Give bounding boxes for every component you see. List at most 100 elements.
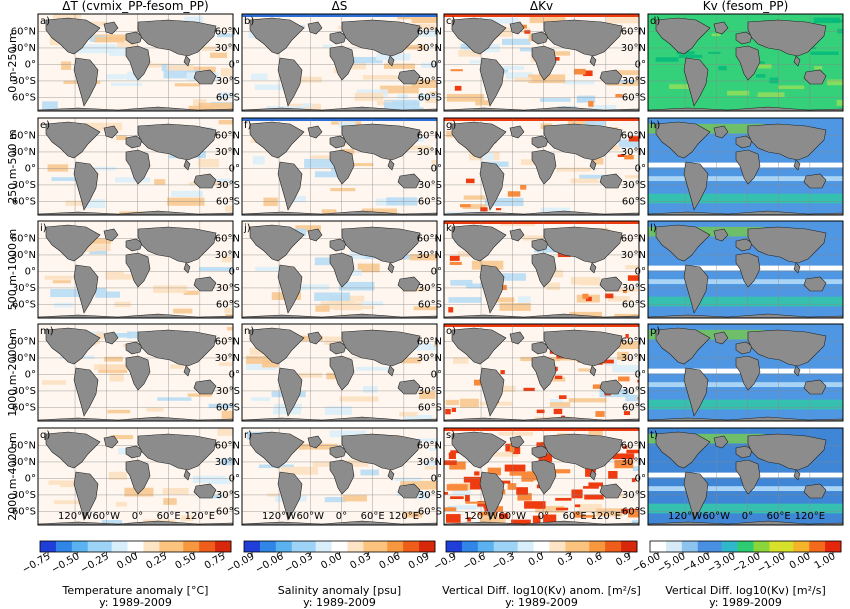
column-title-kv-anomaly: ΔKv [530, 0, 553, 13]
kv-surface-patch [708, 51, 721, 54]
anomaly-patch [157, 397, 192, 401]
anomaly-patch [413, 306, 437, 311]
kv-anomaly-patch [459, 204, 471, 208]
kv-anomaly-patch [554, 366, 558, 371]
anomaly-patch [501, 38, 531, 46]
lat-tick-label: 30°N [621, 147, 646, 158]
anomaly-patch [363, 385, 378, 393]
kv-anomaly-patch [537, 503, 545, 509]
lat-tick-label: 60°N [11, 336, 36, 347]
kv-anomaly-patch [445, 514, 461, 523]
anomaly-patch [329, 430, 367, 438]
anomaly-patch [50, 289, 90, 298]
panel-id: s) [446, 430, 455, 441]
lat-tick-label: 60°S [12, 299, 36, 310]
anomaly-patch [245, 364, 277, 371]
kv-surface-patch [769, 77, 779, 84]
panel-id: o) [446, 326, 456, 337]
colorbar-segment [557, 541, 566, 552]
lat-tick-label: 30°N [215, 353, 240, 364]
lat-tick-label: 60°S [622, 402, 646, 413]
anomaly-patch [94, 36, 125, 43]
anomaly-patch [107, 409, 131, 414]
colorbar-tick-label: −0.06 [254, 551, 286, 576]
lat-tick-label: 60°S [12, 92, 36, 103]
lat-tick-label: 30°S [12, 386, 36, 397]
colorbar-tick-label: −0.09 [224, 551, 256, 576]
lon-tick-label: 120°E [591, 511, 621, 522]
lon-tick-label: 0° [538, 511, 549, 522]
anomaly-patch [606, 15, 639, 24]
anomaly-patch [346, 163, 374, 167]
anomaly-patch [403, 414, 433, 421]
kv-anomaly-patch [592, 384, 604, 389]
anomaly-patch [499, 303, 531, 311]
kv-anomaly-patch [446, 484, 468, 491]
colorbar-period-kv: y: 1989-2009 [709, 596, 782, 609]
panel-id: g) [446, 120, 456, 131]
anomaly-patch [108, 471, 128, 480]
kv-anomaly-patch [463, 476, 486, 483]
colorbar-segment [291, 541, 301, 552]
colorbar-tick-label: −0.50 [50, 551, 82, 576]
anomaly-patch [173, 308, 193, 314]
anomaly-patch [246, 355, 274, 364]
panel-frame [647, 117, 844, 216]
colorbars: −0.75−0.50−0.25 0.00 0.25 0.50 0.75−0.09−0.0… [20, 540, 842, 576]
anomaly-patch [339, 396, 379, 402]
anomaly-patch [411, 79, 437, 88]
lat-tick-label: 60°S [418, 92, 442, 103]
panel-id: t) [650, 430, 658, 441]
kv-anomaly-patch [624, 155, 634, 160]
lon-tick-label: 120°E [795, 511, 825, 522]
anomaly-patch [197, 158, 220, 168]
map-panel-d: d) 60°N 30°N 0° 30°S 60°S [621, 13, 844, 112]
kv-anomaly-patch [465, 178, 475, 184]
anomaly-patch [498, 431, 534, 436]
arctic-anomaly [242, 118, 437, 121]
anomaly-patch [567, 119, 595, 125]
kv-anomaly-patch [574, 68, 586, 75]
anomaly-patch [445, 399, 459, 406]
colorbar-segment [299, 541, 309, 552]
anomaly-patch [333, 302, 363, 311]
anomaly-patch [400, 44, 425, 50]
anomaly-patch [324, 406, 352, 415]
kv-anomaly-patch [600, 359, 614, 364]
anomaly-patch [522, 235, 562, 241]
colorbar-segment [251, 541, 261, 552]
anomaly-patch [431, 160, 437, 165]
lat-tick-label: 30°S [12, 76, 36, 87]
kv-anomaly-patch [451, 407, 456, 412]
kv-anomaly-patch [637, 397, 639, 400]
arctic-anomaly [444, 221, 639, 224]
lat-tick-label: 0° [431, 473, 442, 484]
lat-tick-label: 60°N [417, 440, 442, 451]
kv-anomaly-patch [507, 191, 521, 197]
kv-anomaly-patch [473, 379, 482, 386]
anomaly-patch [397, 94, 409, 99]
arctic-anomaly [444, 118, 639, 121]
panel-frame [443, 427, 640, 526]
colorbar-segment [705, 541, 715, 552]
kv-anomaly-patch [450, 450, 463, 454]
lat-tick-label: 30°N [215, 43, 240, 54]
colorbar-segment [769, 541, 778, 552]
colorbar-segment [650, 541, 659, 552]
kv-surface-patch [655, 57, 679, 62]
anomaly-patch [266, 106, 306, 110]
colorbar-segment [395, 541, 404, 552]
anomaly-patch [618, 139, 639, 148]
anomaly-patch [201, 46, 216, 52]
anomaly-patch [544, 51, 570, 56]
colorbar-1: −0.09−0.06−0.03 0.00 0.03 0.06 0.09 [224, 540, 436, 576]
panel-frame [443, 117, 640, 216]
anomaly-patch [116, 135, 127, 140]
kv-anomaly-patch [524, 30, 531, 34]
anomaly-patch [608, 79, 636, 85]
anomaly-patch [380, 85, 419, 94]
anomaly-patch [220, 68, 233, 77]
colorbar-tick-label: 0.25 [144, 551, 169, 572]
colorbar-segment [761, 541, 770, 552]
colorbar-tick-label: 0.00 [788, 551, 813, 572]
